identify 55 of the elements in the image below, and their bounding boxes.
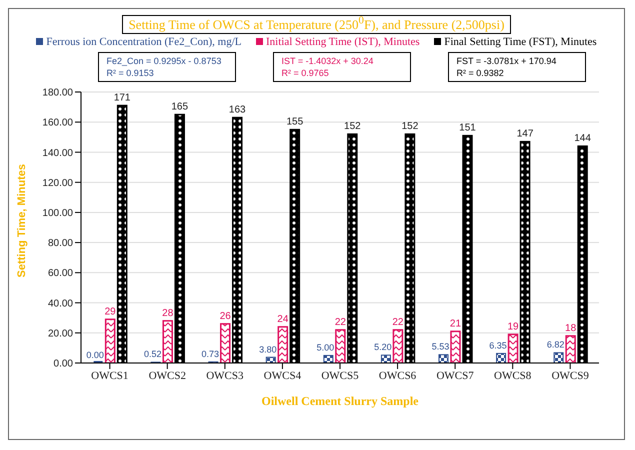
x-tick-label: OWCS2 — [148, 370, 186, 382]
chart-title: Setting Time of OWCS at Temperature (250$^{0}$F), and Pressure (2,500psi) — [122, 15, 512, 34]
x-axis-title: Oilwell Cement Slurry Sample — [262, 394, 420, 408]
text: Initial Setting Time (IST), Minutes — [265, 36, 420, 48]
data-label: 29 — [104, 306, 116, 318]
x-tick-label: OWCS1 — [91, 370, 128, 382]
y-tick-label: 100.00 — [42, 208, 74, 220]
data-label: 24 — [277, 314, 289, 326]
data-label: 6.82 — [546, 340, 564, 350]
data-label: 165 — [171, 102, 188, 113]
x-tick-label: OWCS4 — [264, 370, 302, 382]
data-label: 147 — [516, 129, 534, 140]
data-label: 3.80 — [259, 344, 277, 355]
data-label: 0.73 — [202, 349, 220, 360]
y-tick-label: 180.00 — [42, 88, 74, 99]
data-label: 26 — [220, 311, 232, 322]
y-tick-label: 60.00 — [48, 268, 74, 280]
data-label: 155 — [286, 116, 304, 128]
data-label: 163 — [228, 104, 246, 116]
data-label: 28 — [162, 308, 174, 320]
data-label: 0.52 — [144, 350, 162, 360]
text: Final Setting Time (FST), Minutes — [443, 36, 597, 48]
data-label: 19 — [507, 322, 520, 333]
y-tick-label: 80.00 — [48, 238, 74, 250]
y-axis-title: Setting Time, Minutes — [16, 164, 28, 278]
x-tick-label: OWCS5 — [321, 370, 360, 382]
x-tick-label: OWCS8 — [494, 370, 532, 382]
text: Fe2_Con = 0.9295x - 0.8753 R² = 0.9153 — [98, 52, 236, 82]
data-label: 22 — [392, 317, 404, 328]
data-label: 5.53 — [432, 342, 450, 352]
y-tick-label: 0.00 — [54, 358, 74, 370]
text: IST = -1.4032x + 30.24 R² = 0.9765 — [272, 52, 410, 82]
x-tick-label: OWCS9 — [552, 370, 590, 382]
data-label: 6.35 — [489, 340, 507, 351]
y-tick-label: 140.00 — [42, 148, 74, 160]
data-label: 5.00 — [316, 342, 334, 353]
x-tick-label: OWCS6 — [378, 370, 417, 382]
data-label: 152 — [344, 121, 362, 132]
data-label: 171 — [114, 92, 131, 104]
y-tick-label: 120.00 — [42, 178, 74, 190]
data-label: 21 — [450, 318, 462, 330]
x-tick-label: OWCS7 — [436, 370, 474, 382]
data-label: 18 — [565, 323, 577, 334]
data-label: 5.20 — [374, 342, 392, 352]
data-label: 0.00 — [86, 350, 104, 360]
x-tick-label: OWCS3 — [206, 370, 244, 382]
y-tick-label: 20.00 — [48, 328, 74, 340]
data-label: 22 — [334, 317, 346, 328]
data-label: 152 — [402, 121, 419, 132]
y-tick-label: 40.00 — [48, 298, 74, 310]
data-label: 151 — [459, 122, 476, 134]
data-label: 144 — [574, 134, 592, 145]
y-tick-label: 160.00 — [42, 118, 74, 129]
text: FST = -3.0781x + 170.94 R² = 0.9382 — [448, 52, 586, 82]
text: Ferrous ion Concentration (Fe2_Con), mg/L — [45, 36, 242, 48]
